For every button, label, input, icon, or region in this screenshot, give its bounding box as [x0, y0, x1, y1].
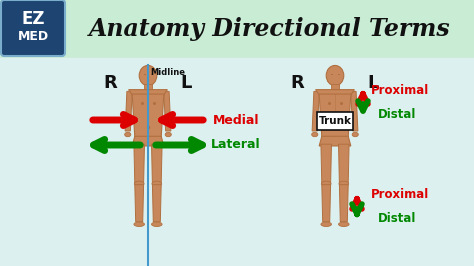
- Ellipse shape: [152, 181, 162, 186]
- Bar: [0, 0, 474, 58]
- Text: Anatomy Directional Terms: Anatomy Directional Terms: [89, 17, 451, 41]
- Ellipse shape: [326, 65, 344, 86]
- Polygon shape: [312, 92, 319, 131]
- Ellipse shape: [125, 132, 131, 137]
- Bar: [317, 112, 353, 130]
- Polygon shape: [128, 90, 167, 95]
- Text: Trunk: Trunk: [319, 116, 352, 126]
- Bar: [0, 58, 474, 266]
- Polygon shape: [152, 144, 162, 184]
- Text: Medial: Medial: [213, 114, 259, 127]
- Ellipse shape: [139, 65, 157, 86]
- Text: R: R: [290, 74, 304, 92]
- Ellipse shape: [165, 132, 171, 137]
- Text: Proximal: Proximal: [371, 189, 429, 202]
- Polygon shape: [134, 144, 145, 184]
- Text: L: L: [180, 74, 191, 92]
- Text: Distal: Distal: [378, 109, 416, 122]
- Text: EZ: EZ: [21, 10, 45, 28]
- Ellipse shape: [338, 222, 349, 226]
- Ellipse shape: [312, 132, 318, 137]
- Polygon shape: [319, 94, 351, 137]
- Ellipse shape: [321, 181, 331, 186]
- Polygon shape: [338, 144, 349, 184]
- Text: Midline: Midline: [150, 68, 185, 77]
- Polygon shape: [319, 136, 351, 146]
- Polygon shape: [153, 185, 161, 222]
- Polygon shape: [125, 92, 132, 131]
- FancyBboxPatch shape: [1, 0, 65, 56]
- Ellipse shape: [339, 181, 349, 186]
- Polygon shape: [135, 185, 144, 222]
- Polygon shape: [132, 94, 164, 137]
- Bar: [331, 84, 338, 90]
- Polygon shape: [321, 144, 331, 184]
- Ellipse shape: [152, 222, 162, 226]
- Ellipse shape: [321, 222, 331, 226]
- Ellipse shape: [134, 222, 145, 226]
- Polygon shape: [351, 92, 358, 131]
- Ellipse shape: [134, 181, 144, 186]
- Text: Distal: Distal: [378, 213, 416, 226]
- Polygon shape: [132, 136, 164, 146]
- Polygon shape: [316, 90, 355, 95]
- Polygon shape: [322, 185, 330, 222]
- Text: Lateral: Lateral: [211, 139, 261, 152]
- Text: MED: MED: [18, 31, 48, 44]
- Polygon shape: [164, 92, 171, 131]
- Ellipse shape: [352, 132, 358, 137]
- Text: Proximal: Proximal: [371, 84, 429, 97]
- Text: R: R: [103, 74, 117, 92]
- Polygon shape: [339, 185, 348, 222]
- Text: L: L: [367, 74, 379, 92]
- Bar: [145, 84, 152, 90]
